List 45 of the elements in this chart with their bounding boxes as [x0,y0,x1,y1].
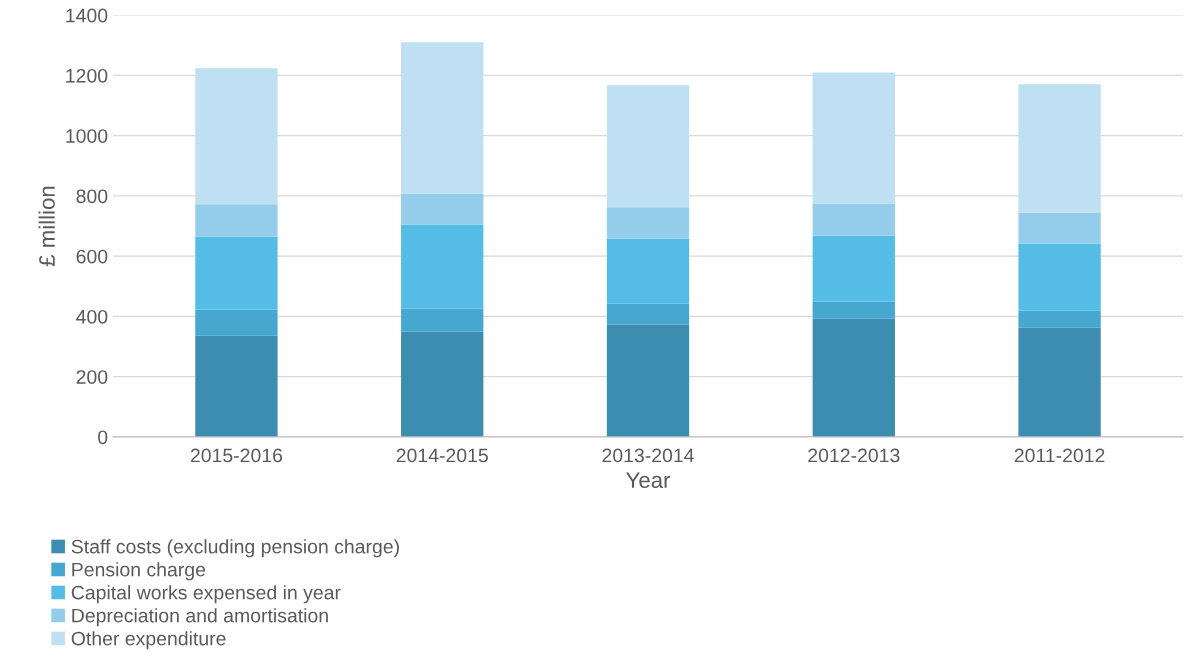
x-axis-title: Year [626,472,671,489]
bar [812,318,895,437]
bar [1018,243,1101,311]
y-tick-label: 1000 [66,129,108,143]
bar [812,301,895,319]
bar [195,204,278,237]
bar [195,68,278,205]
bar [401,224,484,309]
x-tick-label: 2014-2015 [396,448,488,463]
y-tick-label: 200 [76,370,108,384]
x-tick-label: 2013-2014 [602,448,694,463]
y-tick-label: 0 [98,430,108,445]
bar [1018,84,1101,213]
legend-label: Staff costs (excluding pension charge) [71,539,399,558]
bar [1018,327,1101,437]
bar [812,72,895,204]
x-tick-label: 2012-2013 [808,448,900,463]
bar [812,203,895,236]
y-tick-label: 800 [76,189,108,204]
bar [1018,310,1101,328]
bar [401,308,484,332]
y-axis-title: £ million [38,186,55,267]
bar [606,207,690,239]
y-tick-label: 1400 [66,8,108,23]
bar [812,235,895,302]
x-tick-label: 2011-2012 [1014,448,1105,463]
legend-label: Depreciation and amortisation [72,608,328,627]
bar [195,309,278,336]
bar [401,331,484,437]
y-tick-label: 600 [76,249,108,264]
y-tick-label: 400 [76,309,108,324]
x-tick-label: 2015-2016 [190,448,283,463]
legend-label: Capital works expensed in year [71,585,341,604]
bar [606,85,690,208]
bar [401,42,484,194]
y-tick-label: 1200 [66,68,108,83]
bar [606,238,690,304]
bar [1018,212,1101,244]
bar [195,335,278,437]
bar [606,303,690,325]
bar [195,236,278,310]
legend-label: Other expenditure [71,631,226,650]
bar [401,193,484,225]
bar [606,324,690,437]
legend-label: Pension charge [72,562,206,581]
